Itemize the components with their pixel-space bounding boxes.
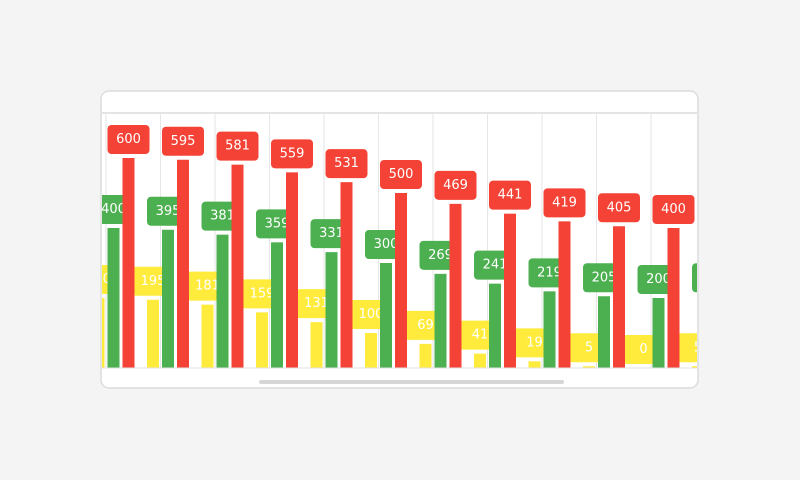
value-label: 131	[304, 296, 329, 311]
bar	[543, 291, 556, 368]
value-label-box	[162, 126, 204, 156]
bar	[489, 283, 501, 368]
value-label: 0	[639, 342, 647, 357]
bar	[613, 226, 625, 368]
value-label: 100	[359, 307, 384, 322]
value-label: 195	[141, 274, 166, 289]
value-label: 600	[116, 132, 141, 147]
value-label: 405	[716, 200, 741, 215]
value-label: 395	[156, 204, 181, 219]
value-label: 500	[389, 167, 414, 182]
bar	[286, 172, 298, 368]
bar	[583, 366, 595, 368]
value-label: 469	[443, 178, 468, 193]
bar	[147, 299, 159, 368]
bar	[558, 221, 571, 368]
bar	[340, 182, 353, 368]
scrollbar[interactable]	[259, 380, 564, 384]
bar	[434, 273, 447, 368]
value-label-box	[692, 263, 697, 293]
bar	[707, 296, 719, 368]
value-label: 219	[537, 265, 562, 280]
value-label: 69	[417, 318, 434, 333]
bar	[528, 361, 541, 368]
value-label: 300	[374, 237, 399, 252]
value-label-box	[434, 170, 477, 200]
value-label: 381	[210, 209, 235, 224]
value-label-box	[652, 195, 695, 224]
value-label-box	[598, 193, 640, 223]
value-label: 405	[607, 200, 632, 215]
value-label: 19	[526, 335, 543, 350]
value-label: 581	[225, 139, 250, 154]
bar	[216, 234, 229, 368]
bar	[310, 322, 323, 368]
value-label-box	[271, 139, 313, 169]
value-label: 205	[592, 270, 617, 285]
bar	[692, 366, 697, 368]
value-label-box	[489, 180, 531, 210]
bar	[380, 263, 392, 368]
value-label-box	[216, 131, 259, 161]
bar	[177, 159, 189, 368]
value-label: 531	[334, 156, 359, 171]
value-label-box	[543, 188, 586, 218]
value-label: 269	[428, 248, 453, 263]
bar	[325, 252, 338, 368]
value-label-box	[325, 149, 368, 179]
bar	[474, 353, 486, 368]
bar	[231, 164, 244, 368]
bar	[271, 242, 283, 368]
bar	[365, 333, 377, 368]
bar	[162, 229, 174, 368]
value-label: 200	[86, 272, 111, 287]
bar	[107, 228, 120, 368]
bar	[652, 298, 665, 368]
value-label: 241	[483, 258, 508, 273]
value-label: 419	[552, 195, 577, 210]
value-label: 41	[472, 328, 489, 343]
value-label: 181	[195, 279, 220, 294]
value-label: 441	[498, 188, 523, 203]
value-label-box	[380, 160, 422, 189]
bar	[419, 343, 432, 368]
bar	[102, 298, 105, 368]
value-label-box	[707, 193, 749, 222]
value-label-box	[677, 333, 697, 363]
value-label: 5	[585, 340, 593, 355]
value-label: 5	[694, 340, 702, 355]
value-label: 331	[319, 226, 344, 241]
value-label-box	[107, 125, 150, 154]
bar	[395, 193, 407, 368]
bar	[201, 304, 214, 368]
bar	[504, 213, 516, 368]
bar	[449, 203, 462, 368]
value-label: 400	[101, 202, 126, 217]
value-label: 595	[171, 134, 196, 149]
bar	[122, 158, 135, 368]
bar	[598, 296, 610, 368]
bar	[256, 312, 268, 368]
value-label: 159	[250, 286, 275, 301]
plot-area[interactable]: 2001951811591311006941195054003953813593…	[78, 114, 761, 368]
bar	[667, 228, 680, 368]
value-label: 200	[646, 272, 671, 287]
value-label: 400	[661, 202, 686, 217]
value-label: 205	[701, 270, 726, 285]
value-label: 559	[280, 146, 305, 161]
bar	[722, 226, 734, 368]
value-label: 359	[265, 216, 290, 231]
